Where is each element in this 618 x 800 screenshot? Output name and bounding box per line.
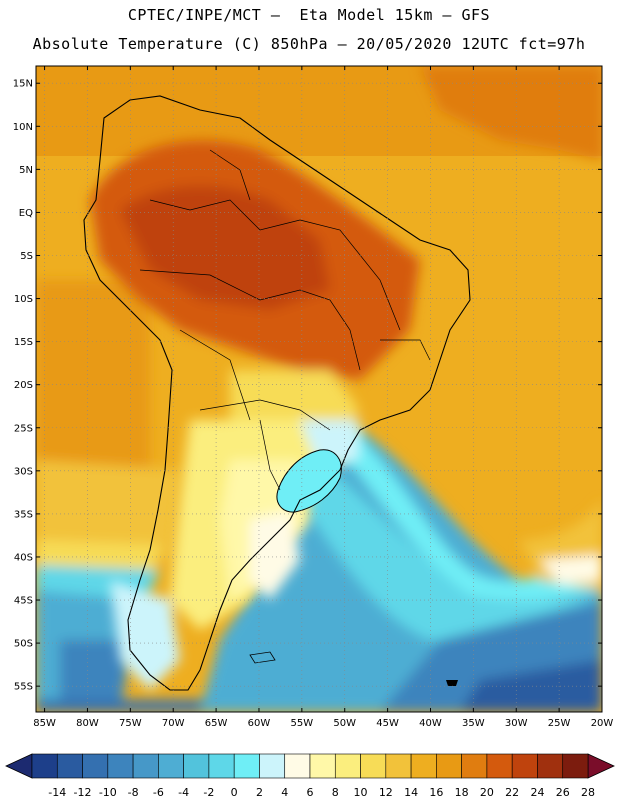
- map-frame: [35, 65, 603, 713]
- legend-overflow-arrow: [587, 753, 615, 779]
- legend-swatch: [132, 753, 159, 779]
- legend-label: 20: [480, 786, 494, 799]
- legend-label: -14: [48, 786, 66, 799]
- legend-label: 28: [581, 786, 595, 799]
- lon-tick-label: 35W: [462, 718, 485, 729]
- legend-swatch: [309, 753, 336, 779]
- legend-swatch: [360, 753, 387, 779]
- lon-tick-label: 75W: [119, 718, 142, 729]
- legend-label: 10: [354, 786, 368, 799]
- legend-label: -4: [178, 786, 189, 799]
- lat-tick-label: 55S: [14, 682, 33, 693]
- lon-tick-label: 70W: [162, 718, 185, 729]
- temperature-field: [36, 66, 602, 712]
- legend-swatch: [56, 753, 83, 779]
- legend-label: 12: [379, 786, 393, 799]
- legend-label: 18: [455, 786, 469, 799]
- legend-label: -12: [74, 786, 92, 799]
- legend-swatch: [107, 753, 134, 779]
- lon-tick-label: 65W: [205, 718, 228, 729]
- legend-swatch: [183, 753, 210, 779]
- legend-label: 6: [307, 786, 314, 799]
- legend-underflow-arrow: [5, 753, 33, 779]
- legend-label: -2: [203, 786, 214, 799]
- lat-tick-label: 15N: [13, 79, 33, 90]
- legend-swatch: [208, 753, 235, 779]
- lon-tick-label: 30W: [505, 718, 528, 729]
- legend-swatch: [486, 753, 513, 779]
- legend-swatch: [385, 753, 412, 779]
- chart-title-line1: CPTEC/INPE/MCT – Eta Model 15km – GFS: [127, 6, 491, 24]
- lon-tick-label: 55W: [291, 718, 314, 729]
- lat-tick-label: 30S: [14, 466, 33, 477]
- lat-tick-label: 20S: [14, 380, 33, 391]
- legend-label: 26: [556, 786, 570, 799]
- lon-tick-label: 50W: [333, 718, 356, 729]
- legend-label: -10: [99, 786, 117, 799]
- lat-tick-label: 5S: [20, 251, 33, 262]
- lat-tick-label: 40S: [14, 552, 33, 563]
- legend-swatch: [31, 753, 58, 779]
- lat-tick-label: 50S: [14, 639, 33, 650]
- lon-tick-label: 25W: [548, 718, 571, 729]
- legend-swatch: [562, 753, 589, 779]
- legend-label: 0: [231, 786, 238, 799]
- lat-tick-label: EQ: [19, 208, 33, 219]
- legend-label: 8: [332, 786, 339, 799]
- lat-tick-label: 35S: [14, 509, 33, 520]
- legend-swatch: [259, 753, 286, 779]
- lon-tick-label: 20W: [591, 718, 614, 729]
- lat-tick-label: 10S: [14, 294, 33, 305]
- legend-swatch: [233, 753, 260, 779]
- legend-swatch: [511, 753, 538, 779]
- legend-label: 14: [404, 786, 418, 799]
- lat-tick-label: 5N: [19, 165, 33, 176]
- legend-label: 22: [505, 786, 519, 799]
- lon-tick-label: 80W: [76, 718, 99, 729]
- legend-swatch: [410, 753, 437, 779]
- legend-swatch: [461, 753, 488, 779]
- lat-tick-label: 45S: [14, 596, 33, 607]
- continent-outline: [83, 95, 471, 691]
- legend-label: 2: [256, 786, 263, 799]
- legend-label: -8: [128, 786, 139, 799]
- legend-label: 24: [530, 786, 544, 799]
- legend-swatch: [82, 753, 109, 779]
- legend-label: -6: [153, 786, 164, 799]
- map-ticks: 15N 10N 5N EQ 5S 10S 15S 20S 25S 30S 35S 40S 45S 50S 5…: [13, 66, 614, 729]
- legend-label: 4: [281, 786, 288, 799]
- lon-tick-label: 85W: [33, 718, 56, 729]
- lon-tick-label: 60W: [248, 718, 271, 729]
- legend-swatch: [158, 753, 184, 779]
- legend-swatch: [537, 753, 564, 779]
- legend-swatch: [334, 753, 361, 779]
- lon-tick-label: 45W: [376, 718, 399, 729]
- legend-swatch: [284, 753, 311, 779]
- lon-tick-label: 40W: [419, 718, 442, 729]
- legend-label: 16: [429, 786, 443, 799]
- country-borders: [139, 149, 431, 491]
- chart-title-line2: Absolute Temperature (C) 850hPa – 20/05/…: [32, 35, 586, 53]
- lat-tick-label: 25S: [14, 423, 33, 434]
- color-legend: -14 -12 -10 -8 -6 -4 -2 0 2 4 6 8 10 12 14 16 18 20 22 24 26…: [5, 753, 615, 799]
- legend-swatch: [436, 753, 462, 779]
- lat-tick-label: 10N: [13, 122, 33, 133]
- lat-tick-label: 15S: [14, 337, 33, 348]
